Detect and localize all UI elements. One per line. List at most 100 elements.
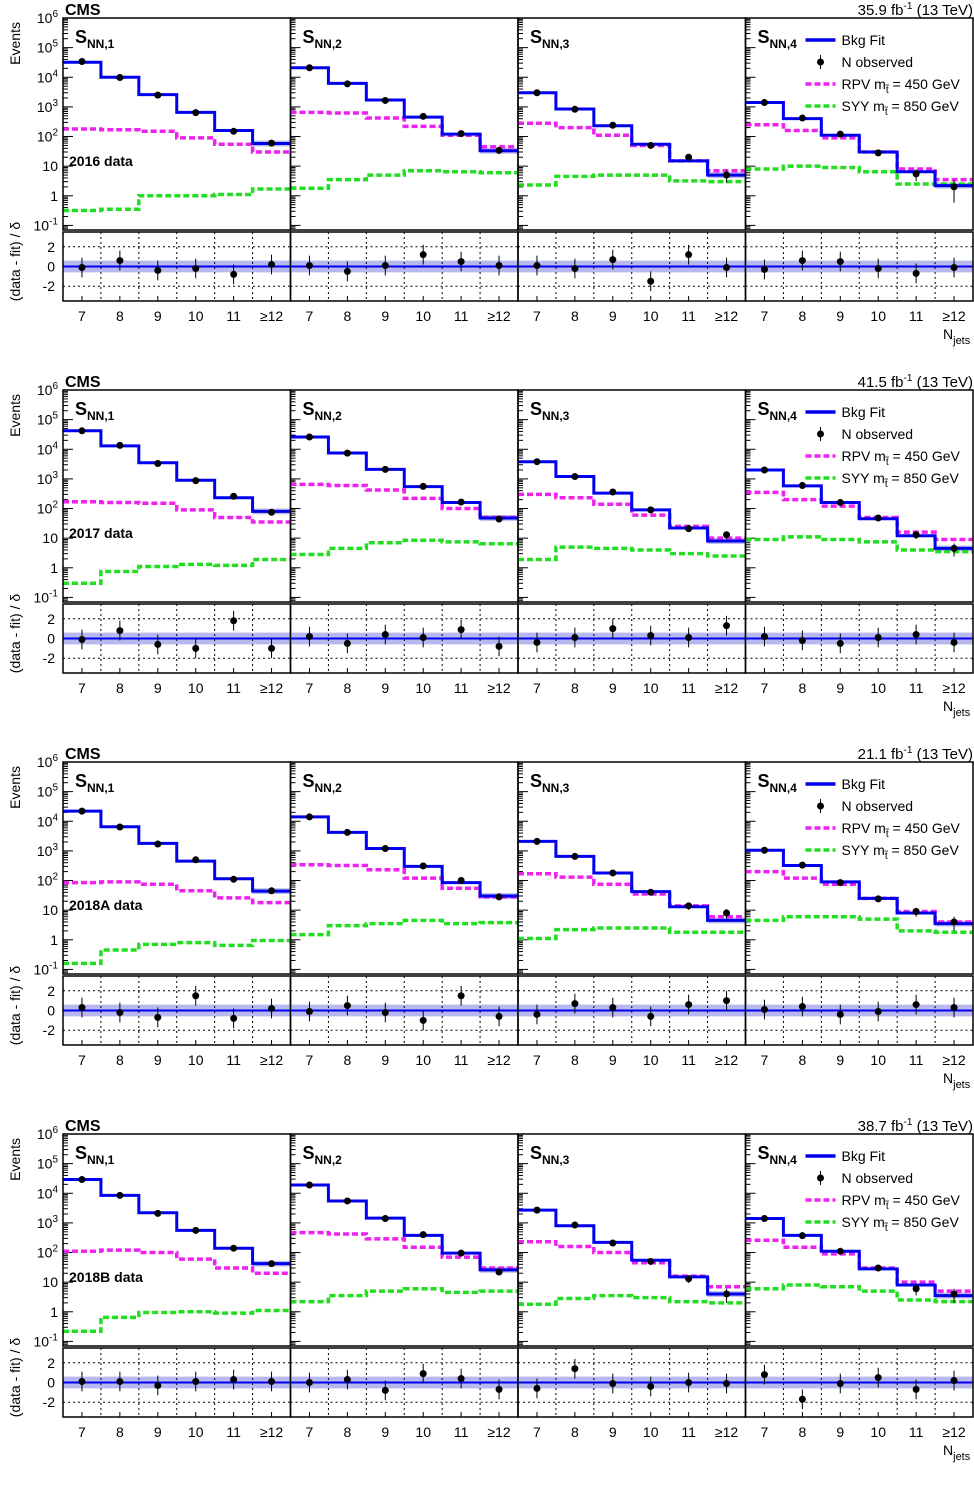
- pull-point: [268, 644, 276, 652]
- pull-point: [457, 258, 465, 266]
- y-tick-label: 106: [37, 9, 59, 26]
- region-label: SNN,4: [758, 399, 798, 423]
- ratio-tick-label: 0: [47, 1003, 55, 1019]
- pull-point: [268, 261, 276, 269]
- pull-point: [116, 257, 124, 265]
- syy-signal-line: [745, 914, 973, 934]
- observed-point: [116, 1191, 124, 1199]
- pull-point: [874, 1007, 882, 1015]
- observed-point: [760, 99, 768, 107]
- pull-point: [836, 258, 844, 266]
- ratio-axis-title: (data - fit) / δ: [7, 222, 23, 302]
- bkg-fit-line: [290, 66, 518, 153]
- pull-point: [419, 1016, 427, 1024]
- bkg-fit-line: [63, 429, 291, 513]
- syy-signal-line: [290, 1286, 518, 1304]
- pull-point: [305, 1007, 313, 1015]
- x-tick-label: 11: [454, 680, 469, 696]
- pull-point: [723, 263, 731, 271]
- panel-3-3: SNN,3 7 8 9 10 11 ≥12: [517, 761, 747, 1068]
- x-tick-label: 8: [798, 1424, 806, 1440]
- x-tick-label: 10: [188, 308, 204, 324]
- observed-point: [154, 840, 162, 848]
- observed-point: [78, 58, 86, 66]
- ratio-panel: [517, 1347, 747, 1418]
- y-axis-title: Events: [7, 22, 23, 65]
- bkg-fit-line: [290, 435, 518, 520]
- ratio-tick-label: 0: [47, 631, 55, 647]
- observed-point: [912, 908, 920, 916]
- region-label: SNN,4: [758, 771, 798, 795]
- syy-signal-line: [518, 1293, 746, 1306]
- ratio-panel: [517, 975, 747, 1046]
- ratio-tick-label: 2: [47, 611, 55, 627]
- ratio-tick-label: 2: [47, 1355, 55, 1371]
- observed-point: [268, 887, 276, 895]
- legend-item: RPV mt̃ = 450 GeV: [805, 448, 961, 468]
- pull-point: [305, 633, 313, 641]
- observed-point: [760, 466, 768, 474]
- observed-point: [192, 1226, 200, 1234]
- x-tick-label: 8: [343, 680, 351, 696]
- ratio-frame: [744, 975, 974, 1046]
- pull-point: [419, 634, 427, 642]
- x-tick-label: ≥12: [942, 1424, 965, 1440]
- region-label: SNN,3: [530, 27, 570, 51]
- legend-item: Bkg Fit: [805, 404, 886, 420]
- y-tick-label: 105: [37, 411, 59, 428]
- observed-point: [343, 828, 351, 836]
- ratio-tick-label: 0: [47, 259, 55, 275]
- y-tick-label: 1: [50, 560, 58, 576]
- x-tick-label: ≥12: [715, 308, 738, 324]
- ratio-panel: [289, 975, 519, 1046]
- svg-text:Bkg Fit: Bkg Fit: [842, 404, 886, 420]
- ratio-panel: [289, 603, 519, 674]
- main-frame: [744, 761, 974, 975]
- observed-point: [836, 130, 844, 138]
- observed-point: [912, 531, 920, 539]
- rpv-signal-line: [290, 863, 518, 899]
- pull-point: [647, 632, 655, 640]
- svg-text:RPV mt̃ = 450 GeV: RPV mt̃ = 450 GeV: [842, 820, 961, 840]
- era-label: 2017 data: [69, 525, 133, 541]
- x-tick-label: 9: [154, 1052, 162, 1068]
- x-tick-label: 10: [870, 1424, 886, 1440]
- era-label: 2018B data: [69, 1269, 143, 1285]
- ratio-frame: [744, 231, 974, 302]
- pull-point: [836, 1010, 844, 1018]
- observed-point: [78, 807, 86, 815]
- observed-point: [798, 481, 806, 489]
- x-tick-label: 11: [681, 308, 696, 324]
- y-tick-label: 102: [37, 500, 59, 517]
- pull-point: [116, 1008, 124, 1016]
- x-tick-label: 8: [343, 1052, 351, 1068]
- pull-point: [495, 262, 503, 270]
- x-tick-label: 8: [343, 1424, 351, 1440]
- x-tick-label: 8: [798, 1052, 806, 1068]
- panel-4-2: SNN,2 7 8 9 10 11 ≥12: [289, 1133, 519, 1440]
- ratio-tick-label: -2: [43, 1394, 56, 1410]
- observed-point: [419, 1231, 427, 1239]
- observed-point: [836, 879, 844, 887]
- pull-point: [685, 1379, 693, 1386]
- observed-point: [116, 823, 124, 831]
- pull-point: [154, 1381, 162, 1389]
- pull-point: [495, 1012, 503, 1020]
- x-tick-label: 9: [836, 1052, 844, 1068]
- legend-item: Bkg Fit: [805, 776, 885, 792]
- x-tick-label: 11: [226, 1052, 241, 1068]
- syy-signal-line: [745, 164, 973, 186]
- era-label: 2018A data: [69, 897, 143, 913]
- syy-signal-line: [63, 557, 291, 586]
- x-tick-label: 7: [533, 680, 541, 696]
- pull-point: [760, 633, 768, 641]
- x-tick-label: 7: [761, 308, 769, 324]
- rpv-signal-line: [290, 1230, 518, 1270]
- pull-point: [685, 251, 693, 259]
- x-tick-label: ≥12: [487, 1424, 510, 1440]
- observed-point: [836, 1247, 844, 1255]
- region-label: SNN,1: [75, 27, 115, 51]
- pull-point: [798, 1003, 806, 1011]
- lumi-label: 21.1 fb-1 (13 TeV): [858, 745, 973, 763]
